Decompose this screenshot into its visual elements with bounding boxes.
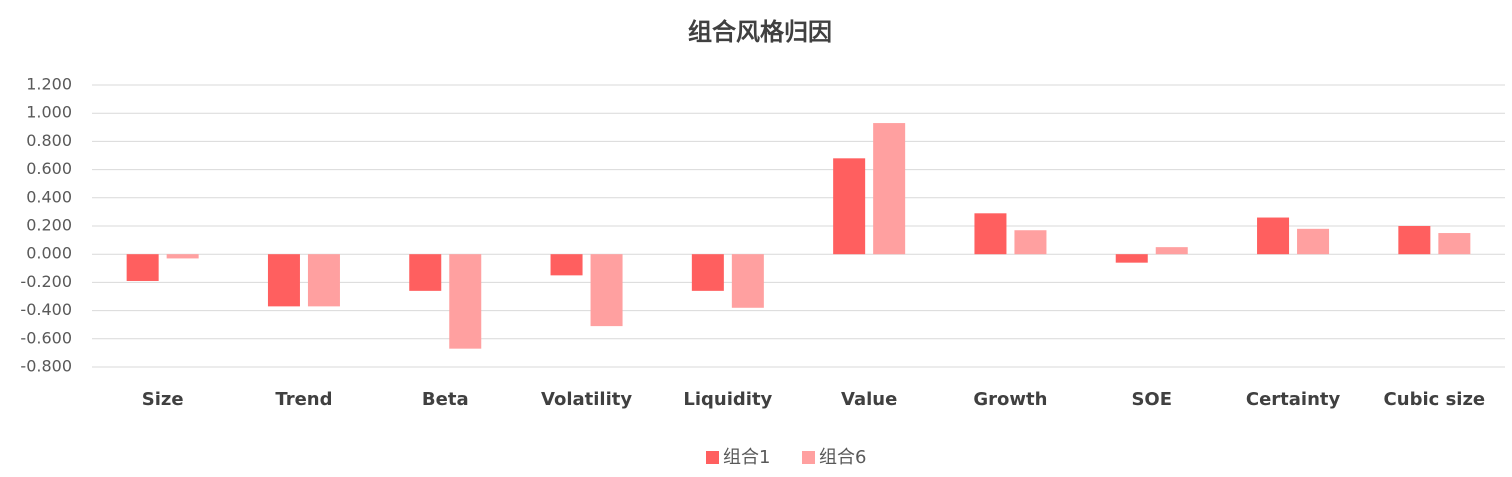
y-tick-label: -0.200: [20, 272, 72, 291]
bar: [1115, 254, 1148, 263]
bar: [1438, 233, 1471, 255]
bar: [267, 254, 300, 307]
x-tick-label: Cubic size: [1384, 389, 1486, 410]
bar: [1155, 247, 1188, 255]
x-tick-label: Certainty: [1246, 389, 1341, 410]
y-tick-label: 1.200: [26, 75, 72, 94]
x-tick-label: Volatility: [541, 389, 632, 410]
y-tick-label: 0.200: [26, 216, 72, 235]
x-tick-label: SOE: [1131, 389, 1172, 410]
x-tick-label: Liquidity: [683, 389, 772, 410]
bar: [873, 123, 906, 255]
x-tick-label: Beta: [422, 389, 469, 410]
legend-label: 组合1: [723, 447, 770, 468]
y-tick-label: 0.000: [26, 244, 72, 263]
y-tick-label: -0.400: [20, 300, 72, 319]
x-tick-label: Trend: [275, 389, 332, 410]
x-tick-label: Value: [841, 389, 897, 410]
bar: [590, 254, 623, 327]
bar: [409, 254, 442, 291]
bar: [833, 158, 866, 255]
bar: [691, 254, 724, 291]
bar: [166, 254, 199, 259]
legend-label: 组合6: [819, 447, 866, 468]
y-tick-label: -0.800: [20, 357, 72, 376]
bar: [1014, 230, 1047, 255]
bar: [1297, 228, 1330, 255]
bar: [1257, 217, 1290, 255]
legend-swatch: [706, 451, 719, 464]
bar: [449, 254, 482, 349]
bar: [731, 254, 764, 308]
x-tick-label: Size: [142, 389, 184, 410]
bar: [550, 254, 583, 276]
legend-swatch: [802, 451, 815, 464]
x-tick-label: Growth: [973, 389, 1047, 410]
y-tick-label: 0.800: [26, 131, 72, 150]
bar: [126, 254, 159, 281]
bar: [974, 213, 1007, 255]
y-tick-label: 0.400: [26, 187, 72, 206]
chart-title: 组合风格归因: [688, 18, 832, 46]
y-tick-label: -0.600: [20, 328, 72, 347]
y-tick-label: 0.600: [26, 159, 72, 178]
bar: [307, 254, 340, 307]
bar: [1398, 226, 1431, 255]
y-tick-label: 1.000: [26, 103, 72, 122]
